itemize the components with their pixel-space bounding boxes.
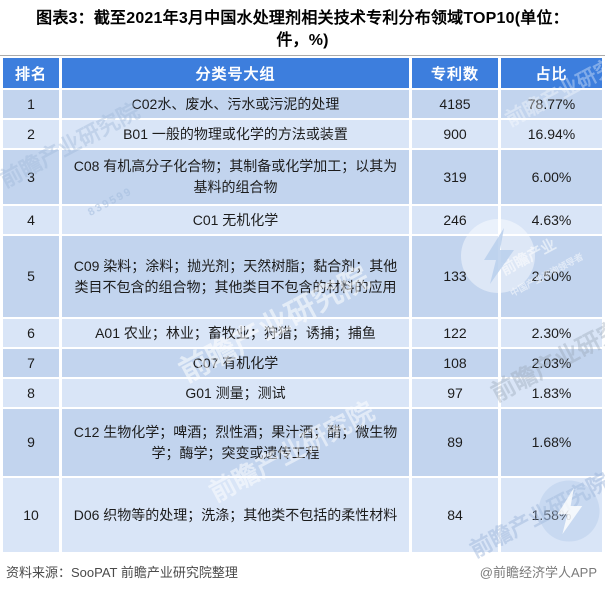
patents-cell: 84: [412, 478, 498, 553]
figure-footer: 资料来源：SooPAT 前瞻产业研究院整理 @前瞻经济学人APP: [0, 554, 605, 581]
rank-cell: 5: [3, 236, 59, 318]
share-cell: 16.94%: [501, 120, 602, 149]
table-header-row: 排名 分类号大组 专利数 占比: [3, 58, 602, 89]
patents-cell: 319: [412, 150, 498, 205]
share-cell: 2.50%: [501, 236, 602, 318]
column-header-patents: 专利数: [412, 58, 498, 89]
rank-cell: 9: [3, 409, 59, 477]
rank-cell: 4: [3, 206, 59, 235]
rank-cell: 10: [3, 478, 59, 553]
patents-cell: 89: [412, 409, 498, 477]
rank-cell: 1: [3, 90, 59, 119]
patents-cell: 133: [412, 236, 498, 318]
column-header-category: 分类号大组: [62, 58, 409, 89]
column-header-rank: 排名: [3, 58, 59, 89]
patents-cell: 97: [412, 379, 498, 408]
share-cell: 6.00%: [501, 150, 602, 205]
category-cell: C02水、废水、污水或污泥的处理: [62, 90, 409, 119]
table-row: 8 G01 测量；测试 97 1.83%: [3, 379, 602, 408]
patents-cell: 122: [412, 319, 498, 348]
table-top-divider: [0, 55, 605, 57]
category-cell: C12 生物化学；啤酒；烈性酒；果汁酒；醋；微生物学；酶学；突变或遗传工程: [62, 409, 409, 477]
patent-distribution-table: 排名 分类号大组 专利数 占比 1 C02水、废水、污水或污泥的处理 4185 …: [0, 56, 605, 554]
share-cell: 2.03%: [501, 349, 602, 378]
table-row: 6 A01 农业；林业；畜牧业；狩猎；诱捕；捕鱼 122 2.30%: [3, 319, 602, 348]
rank-cell: 6: [3, 319, 59, 348]
patents-cell: 4185: [412, 90, 498, 119]
table-row: 9 C12 生物化学；啤酒；烈性酒；果汁酒；醋；微生物学；酶学；突变或遗传工程 …: [3, 409, 602, 477]
table-row: 7 C07 有机化学 108 2.03%: [3, 349, 602, 378]
table-row: 10 D06 织物等的处理；洗涤；其他类不包括的柔性材料 84 1.58%: [3, 478, 602, 553]
category-cell: C09 染料；涂料；抛光剂；天然树脂；黏合剂；其他类目不包含的组合物；其他类目不…: [62, 236, 409, 318]
table-row: 1 C02水、废水、污水或污泥的处理 4185 78.77%: [3, 90, 602, 119]
share-cell: 2.30%: [501, 319, 602, 348]
source-note: 资料来源：SooPAT 前瞻产业研究院整理: [6, 565, 238, 581]
table-row: 4 C01 无机化学 246 4.63%: [3, 206, 602, 235]
share-cell: 4.63%: [501, 206, 602, 235]
share-cell: 1.58%: [501, 478, 602, 553]
category-cell: D06 织物等的处理；洗涤；其他类不包括的柔性材料: [62, 478, 409, 553]
rank-cell: 7: [3, 349, 59, 378]
column-header-share: 占比: [501, 58, 602, 89]
credit-note: @前瞻经济学人APP: [479, 565, 597, 581]
share-cell: 78.77%: [501, 90, 602, 119]
rank-cell: 8: [3, 379, 59, 408]
page-title: 图表3：截至2021年3月中国水处理剂相关技术专利分布领域TOP10(单位：件，…: [36, 10, 569, 49]
patents-cell: 246: [412, 206, 498, 235]
rank-cell: 3: [3, 150, 59, 205]
rank-cell: 2: [3, 120, 59, 149]
category-cell: B01 一般的物理或化学的方法或装置: [62, 120, 409, 149]
share-cell: 1.68%: [501, 409, 602, 477]
category-cell: C08 有机高分子化合物；其制备或化学加工；以其为基料的组合物: [62, 150, 409, 205]
patents-cell: 108: [412, 349, 498, 378]
patents-cell: 900: [412, 120, 498, 149]
table-row: 3 C08 有机高分子化合物；其制备或化学加工；以其为基料的组合物 319 6.…: [3, 150, 602, 205]
category-cell: C01 无机化学: [62, 206, 409, 235]
category-cell: C07 有机化学: [62, 349, 409, 378]
table-row: 2 B01 一般的物理或化学的方法或装置 900 16.94%: [3, 120, 602, 149]
category-cell: G01 测量；测试: [62, 379, 409, 408]
table-row: 5 C09 染料；涂料；抛光剂；天然树脂；黏合剂；其他类目不包含的组合物；其他类…: [3, 236, 602, 318]
share-cell: 1.83%: [501, 379, 602, 408]
category-cell: A01 农业；林业；畜牧业；狩猎；诱捕；捕鱼: [62, 319, 409, 348]
